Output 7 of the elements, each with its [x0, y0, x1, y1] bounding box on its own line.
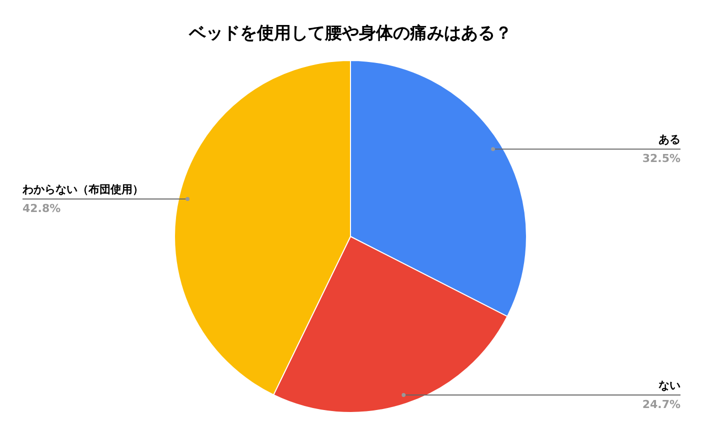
- slice-label: ある: [658, 133, 680, 146]
- slice-label: ない: [658, 379, 680, 392]
- slice-label: わからない（布団使用）: [22, 183, 144, 196]
- data-label: 32.5%: [642, 152, 681, 166]
- data-label: 42.8%: [22, 202, 61, 215]
- chart-title: ベッドを使用して腰や身体の痛みはある？: [188, 24, 512, 44]
- data-label: 24.7%: [642, 398, 681, 412]
